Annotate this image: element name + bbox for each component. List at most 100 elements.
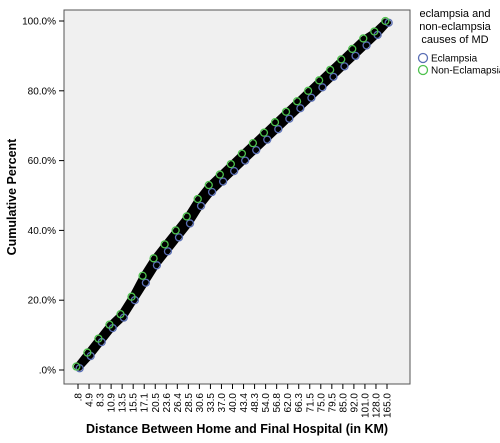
data-point [329, 72, 338, 81]
data-point [252, 145, 261, 155]
x-tick-label: 37.0 [217, 393, 228, 413]
x-tick-label: .8 [74, 393, 85, 402]
x-tick-label: 17.1 [140, 393, 151, 413]
x-tick-label: 43.4 [239, 393, 250, 413]
data-point [381, 16, 390, 26]
x-tick-label: 8.3 [96, 393, 107, 407]
legend-title: eclampsia and [420, 8, 491, 20]
data-point [362, 41, 371, 50]
y-axis: .0% 20.0% 40.0% 60.0% 80.0% 100.0% [22, 17, 64, 377]
data-point [351, 51, 360, 61]
y-tick-label: 20.0% [28, 296, 56, 307]
data-point [326, 65, 335, 75]
series-non-eclampsia [72, 16, 390, 371]
legend-label: Non-Eclamapsia [431, 66, 500, 77]
data-point [370, 27, 379, 36]
x-tick-label: 75.0 [316, 393, 327, 413]
data-point [263, 135, 272, 144]
x-axis-title: Distance Between Home and Final Hospital… [86, 422, 388, 436]
data-point [215, 170, 224, 179]
data-point [296, 104, 305, 113]
data-point [83, 348, 92, 357]
data-point [174, 233, 184, 242]
legend-marker [417, 64, 429, 76]
x-tick-label: 26.4 [173, 393, 184, 413]
y-tick-label: 40.0% [28, 226, 56, 237]
x-tick-label: 30.6 [195, 393, 206, 413]
data-point [292, 97, 302, 106]
data-point [274, 125, 283, 134]
data-point [105, 320, 114, 329]
data-point [359, 34, 368, 43]
data-point [237, 149, 247, 158]
y-tick-label: 100.0% [22, 17, 56, 28]
data-point [218, 177, 228, 186]
data-point [204, 180, 213, 190]
data-point [138, 271, 147, 280]
x-tick-label: 4.9 [85, 393, 96, 407]
y-tick-label: 80.0% [28, 86, 56, 97]
x-tick-label: 56.8 [272, 393, 283, 413]
data-point [196, 201, 206, 211]
y-tick-label: 60.0% [28, 156, 56, 167]
x-axis: .8 4.9 8.3 10.9 13.5 15.5 17.1 20.5 23.6 26.4 28.5… [74, 384, 394, 418]
data-point [171, 226, 180, 235]
data-point [152, 261, 162, 270]
x-tick-label: 10.9 [107, 393, 118, 413]
y-axis-title: Cumulative Percent [5, 138, 19, 256]
data-point [241, 156, 250, 165]
x-tick-label: 79.5 [327, 393, 338, 413]
x-tick-label: 15.5 [129, 393, 140, 413]
data-point [303, 86, 313, 95]
data-point [141, 278, 151, 287]
data-point [337, 55, 346, 64]
legend-title: causes of MD [421, 34, 488, 46]
x-tick-label: 48.3 [250, 393, 261, 413]
x-tick-label: 13.5 [118, 393, 129, 413]
data-point [193, 194, 202, 204]
data-point [72, 362, 81, 371]
x-tick-label: 54.0 [261, 393, 272, 413]
data-point [348, 44, 357, 54]
legend-title: non-eclampsia [419, 21, 491, 33]
data-point [163, 247, 173, 256]
data-point [270, 118, 280, 127]
data-point [230, 166, 239, 176]
data-point [160, 240, 169, 249]
x-tick-label: 92.0 [349, 393, 360, 413]
data-point [94, 334, 103, 343]
x-tick-label: 128.0 [371, 393, 382, 418]
x-tick-label: 40.0 [228, 393, 239, 413]
data-point [226, 159, 235, 169]
x-tick-label: 71.5 [305, 393, 316, 413]
x-tick-label: 20.5 [151, 393, 162, 413]
x-tick-label: 66.3 [294, 393, 305, 413]
y-tick-label: .0% [39, 366, 56, 377]
x-tick-label: 23.6 [162, 393, 173, 413]
data-point [149, 254, 158, 263]
data-point [259, 128, 269, 137]
x-tick-label: 165.0 [383, 393, 394, 418]
data-point [307, 93, 316, 102]
legend-label: Eclampsia [431, 54, 478, 65]
data-point [248, 138, 258, 148]
data-point [340, 62, 349, 71]
data-point [207, 187, 217, 197]
data-point [182, 212, 191, 221]
data-point [116, 310, 125, 319]
x-tick-label: 85.0 [338, 393, 349, 413]
data-point [314, 76, 324, 85]
data-layer [72, 16, 393, 373]
data-point [285, 114, 294, 123]
legend-marker [417, 52, 429, 64]
x-tick-label: 101.0 [360, 393, 371, 418]
x-tick-label: 28.5 [184, 393, 195, 413]
x-tick-label: 62.0 [283, 393, 294, 413]
data-point [318, 83, 327, 92]
data-point [281, 107, 291, 116]
data-point [185, 219, 195, 228]
data-point [127, 292, 136, 301]
x-tick-label: 33.5 [206, 393, 217, 413]
